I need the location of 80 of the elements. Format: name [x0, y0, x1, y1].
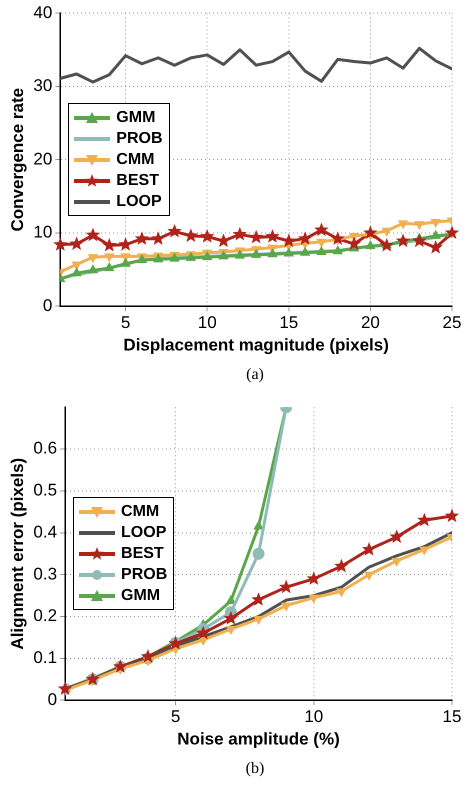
point: [200, 229, 214, 243]
y-tick-label: 0.5: [33, 480, 58, 500]
point: [224, 611, 238, 625]
point: [430, 230, 441, 239]
point: [69, 236, 84, 250]
point: [444, 508, 460, 522]
text: (a): [245, 365, 265, 385]
x-tick-label: 5: [120, 313, 130, 332]
legend-label: GMM: [116, 108, 156, 127]
point: [53, 237, 68, 251]
point: [428, 240, 443, 254]
point: [298, 231, 312, 245]
point: [363, 225, 378, 240]
legend-label: BEST: [116, 172, 159, 190]
point: [390, 529, 404, 544]
legend-label: BEST: [121, 544, 164, 563]
x-tick-label: 15: [442, 707, 462, 726]
point: [134, 231, 150, 245]
y-tick-label: 0.1: [33, 648, 58, 668]
y-tick-label: 0.2: [33, 606, 58, 626]
y-tick-label: 0.6: [33, 438, 58, 458]
point: [151, 231, 166, 245]
legend-label: GMM: [121, 586, 160, 605]
point: [306, 571, 321, 585]
point: [104, 262, 114, 272]
legend-label: PROB: [121, 566, 168, 584]
point: [444, 225, 460, 240]
point: [232, 226, 247, 240]
point: [417, 512, 432, 526]
y-axis-title: Convergence rate: [8, 88, 27, 232]
point: [396, 234, 410, 248]
x-tick-label: 5: [170, 707, 180, 726]
x-tick-label: 15: [279, 313, 298, 332]
point: [334, 558, 349, 572]
point: [140, 649, 156, 663]
point: [71, 267, 82, 276]
point: [265, 229, 280, 243]
y-axis-title: Alignment error (pixels): [8, 458, 27, 650]
y-tick-label: 0.4: [33, 522, 58, 542]
y-tick-label: 0.3: [33, 564, 58, 584]
point: [332, 245, 343, 254]
point: [102, 238, 116, 252]
point: [362, 542, 376, 556]
y-tick-label: 0: [48, 690, 58, 709]
legend-label: PROB: [116, 130, 163, 148]
point: [412, 234, 426, 248]
x-axis-title: Noise amplitude (%): [177, 729, 340, 748]
y-tick-label: 40: [33, 2, 52, 22]
y-tick-label: 30: [33, 76, 52, 96]
point: [120, 258, 131, 267]
point: [167, 224, 182, 238]
x-tick-label: 20: [360, 313, 380, 332]
y-tick-label: 0: [42, 296, 52, 315]
point: [250, 248, 262, 258]
point: [58, 681, 72, 695]
x-tick-label: 25: [442, 313, 462, 332]
point: [316, 246, 327, 255]
x-axis-title: Displacement magnitude (pixels): [123, 335, 389, 354]
point: [252, 548, 265, 560]
point: [267, 248, 278, 258]
point: [86, 228, 100, 242]
point: [251, 592, 266, 606]
point: [284, 247, 294, 256]
point: [365, 240, 376, 250]
point: [88, 264, 98, 274]
legend-label: CMM: [121, 502, 160, 521]
legend-label: LOOP: [121, 524, 166, 542]
text: (b): [244, 759, 266, 779]
legend-label: CMM: [116, 150, 155, 169]
y-tick-label: 10: [33, 222, 52, 242]
point: [196, 626, 210, 640]
x-tick-label: 10: [304, 707, 324, 726]
point: [253, 520, 264, 530]
x-tick-label: 10: [198, 313, 217, 332]
point: [249, 230, 264, 244]
point: [314, 222, 329, 236]
legend-label: LOOP: [116, 192, 162, 211]
point: [380, 238, 394, 252]
point: [300, 246, 310, 256]
y-tick-label: 20: [33, 149, 52, 168]
